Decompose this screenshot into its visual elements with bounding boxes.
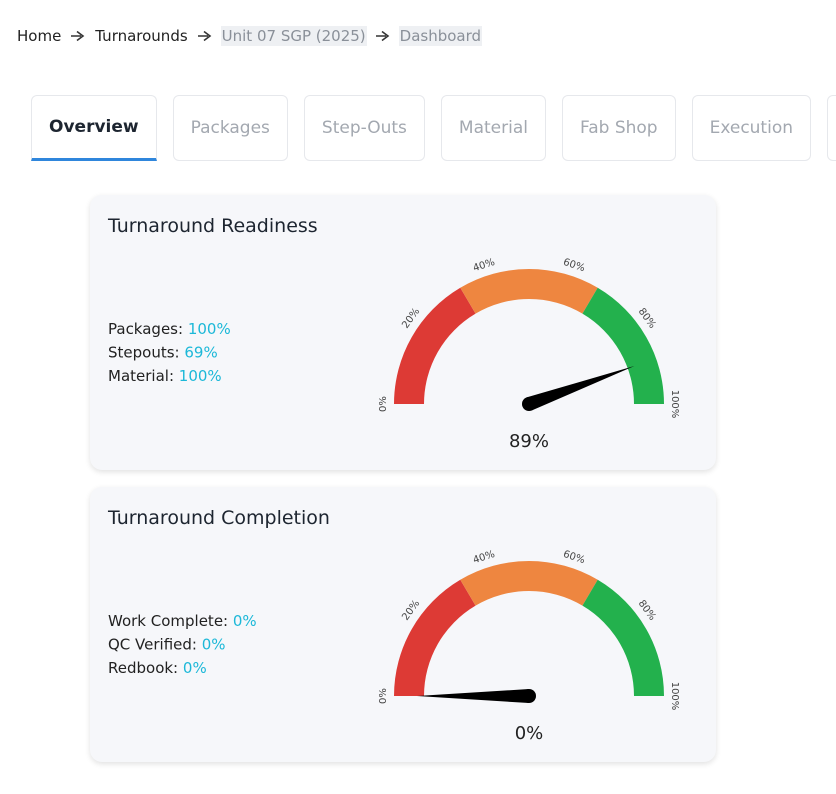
breadcrumb-link[interactable]: Home — [17, 27, 62, 45]
stat-value: 69% — [184, 344, 217, 362]
stat-line: Material: 100% — [108, 367, 222, 385]
stat-value: 0% — [183, 659, 207, 677]
stat-line: Work Complete: 0% — [108, 612, 257, 630]
card-title: Turnaround Readiness — [107, 215, 318, 237]
card-canvas: Turnaround Readiness Packages: 100% Stepou… — [107, 215, 680, 452]
stat-line: Packages: 100% — [108, 320, 231, 338]
stat-label: Packages: — [108, 320, 183, 338]
gauge-band — [460, 561, 598, 606]
breadcrumb-arrow — [197, 30, 211, 42]
gauge-tick-label: 0% — [378, 688, 389, 704]
needle-hub — [522, 397, 536, 411]
gauge-tick-label: 40% — [472, 257, 497, 274]
breadcrumb-link: Dashboard — [398, 26, 483, 46]
stat-value: 0% — [233, 612, 257, 630]
gauge-band — [582, 287, 664, 404]
tab-bar: Overview Packages Step-Outs Material Fab Sho… — [31, 95, 836, 165]
gauge-tick-label: 60% — [562, 549, 587, 566]
breadcrumb-link[interactable]: Unit 07 SGP (2025) — [220, 26, 367, 46]
stat-label: QC Verified: — [108, 636, 197, 654]
gauge-tick-label: 0% — [378, 396, 389, 412]
stat-value: 100% — [179, 367, 222, 385]
gauge-tick-label: 100% — [669, 682, 680, 711]
stat-value: 0% — [202, 636, 226, 654]
tab[interactable]: Overview — [31, 95, 157, 161]
card-title: Turnaround Completion — [107, 507, 330, 529]
breadcrumb-arrow — [71, 30, 85, 42]
tab[interactable]: Fab Shop — [561, 95, 676, 161]
breadcrumb-link[interactable]: Turnarounds — [95, 27, 188, 45]
stat-label: Material: — [108, 367, 174, 385]
stat-label: Redbook: — [108, 659, 178, 677]
stat-line: Redbook: 0% — [108, 659, 207, 677]
gauge-needle — [417, 689, 529, 703]
breadcrumb: Home Turnarounds Unit 07 SGP (2025) Dashboa… — [16, 26, 483, 46]
arrow-shape — [197, 30, 211, 42]
needle-hub — [522, 689, 536, 703]
stat-label: Work Complete: — [108, 612, 228, 630]
gauge-needle — [526, 366, 635, 411]
gauge-band — [582, 579, 664, 696]
arrow-shape — [71, 30, 85, 42]
gauge-band — [394, 579, 476, 696]
gauge-tick-label: 60% — [562, 257, 587, 274]
tab[interactable]: Step-Outs — [303, 95, 425, 161]
card: Turnaround Completion Work Complete: 0% QC… — [90, 487, 716, 762]
card: Turnaround Readiness Packages: 100% Stepou… — [90, 195, 716, 470]
tab[interactable] — [827, 95, 836, 161]
stat-value: 100% — [188, 320, 231, 338]
gauge-band — [460, 269, 598, 314]
tab[interactable]: Packages — [172, 95, 288, 161]
gauge-tick-label: 40% — [472, 549, 497, 566]
tab[interactable]: Execution — [691, 95, 812, 161]
gauge-value-label: 0% — [515, 723, 544, 744]
gauge-band — [394, 287, 476, 404]
gauge-tick-label: 100% — [669, 390, 680, 419]
gauge-value-label: 89% — [509, 431, 549, 452]
stat-label: Stepouts: — [108, 344, 180, 362]
breadcrumb-arrow — [375, 30, 389, 42]
stat-line: QC Verified: 0% — [108, 636, 226, 654]
arrow-shape — [375, 30, 389, 42]
stat-line: Stepouts: 69% — [108, 344, 218, 362]
tab[interactable]: Material — [440, 95, 546, 161]
